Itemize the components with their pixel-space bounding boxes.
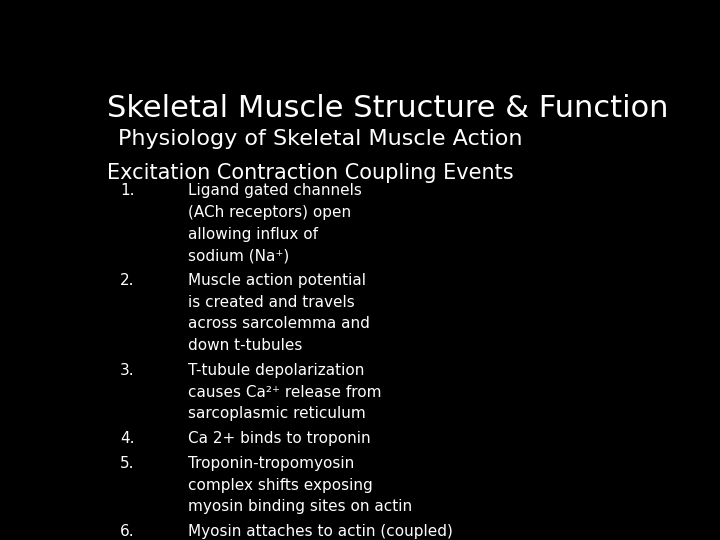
Text: allowing influx of: allowing influx of	[188, 227, 318, 241]
Text: 1.: 1.	[120, 183, 135, 198]
Text: across sarcolemma and: across sarcolemma and	[188, 316, 369, 332]
Text: Physiology of Skeletal Muscle Action: Physiology of Skeletal Muscle Action	[118, 129, 523, 149]
Text: (ACh receptors) open: (ACh receptors) open	[188, 205, 351, 220]
Text: 6.: 6.	[120, 524, 135, 539]
Text: is created and travels: is created and travels	[188, 295, 354, 310]
Text: Ca 2+ binds to troponin: Ca 2+ binds to troponin	[188, 431, 370, 446]
Text: down t-tubules: down t-tubules	[188, 338, 302, 353]
Text: Skeletal Muscle Structure & Function: Skeletal Muscle Structure & Function	[107, 94, 668, 123]
Text: Troponin-tropomyosin: Troponin-tropomyosin	[188, 456, 354, 471]
Text: Ligand gated channels: Ligand gated channels	[188, 183, 361, 198]
Text: sarcoplasmic reticulum: sarcoplasmic reticulum	[188, 406, 365, 421]
Text: causes Ca²⁺ release from: causes Ca²⁺ release from	[188, 384, 381, 400]
Text: Excitation Contraction Coupling Events: Excitation Contraction Coupling Events	[107, 163, 513, 183]
Text: 3.: 3.	[120, 363, 135, 378]
Text: 2.: 2.	[120, 273, 135, 288]
Text: 5.: 5.	[120, 456, 135, 471]
Text: myosin binding sites on actin: myosin binding sites on actin	[188, 500, 412, 514]
Text: Myosin attaches to actin (coupled): Myosin attaches to actin (coupled)	[188, 524, 453, 539]
Text: sodium (Na⁺): sodium (Na⁺)	[188, 248, 289, 263]
Text: T-tubule depolarization: T-tubule depolarization	[188, 363, 364, 378]
Text: 4.: 4.	[120, 431, 135, 446]
Text: Muscle action potential: Muscle action potential	[188, 273, 366, 288]
Text: complex shifts exposing: complex shifts exposing	[188, 478, 372, 492]
